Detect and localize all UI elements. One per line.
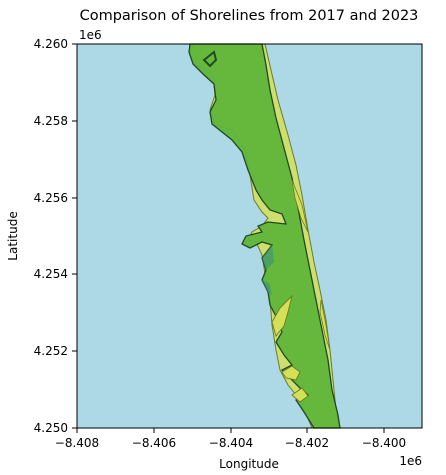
x-offset-label: 1e6 [399, 454, 422, 468]
y-tick-label: 4.250 [34, 421, 68, 435]
y-tick-label: 4.252 [34, 344, 68, 358]
land-2023-polygon [188, 43, 341, 429]
map-plot-area [188, 43, 341, 429]
shore-detail [202, 50, 218, 68]
overlap-edge [262, 280, 272, 296]
y-tick-label: 4.258 [34, 114, 68, 128]
land-2017-patch [291, 387, 309, 403]
x-tick-label: −8.402 [285, 436, 329, 450]
x-tick-label: −8.406 [132, 436, 176, 450]
land-2017-strip [291, 179, 309, 233]
land-2017-patch [271, 294, 293, 337]
land-2017-strip [319, 299, 331, 351]
overlap-edge [262, 245, 274, 270]
x-axis: −8.408 −8.406 −8.404 −8.402 −8.400 1e6 L… [55, 428, 422, 471]
x-tick-label: −8.400 [362, 436, 406, 450]
y-axis: 4.260 4.258 4.256 4.254 4.252 4.250 1e6 … [6, 28, 102, 435]
land-2017-patch [281, 365, 301, 381]
y-offset-label: 1e6 [79, 28, 102, 42]
plot-frame [76, 43, 423, 429]
y-tick-label: 4.256 [34, 191, 68, 205]
x-tick-label: −8.408 [55, 436, 99, 450]
x-axis-label: Longitude [219, 457, 279, 471]
map-title: Comparison of Shorelines from 2017 and 2… [80, 8, 419, 24]
y-tick-label: 4.260 [34, 37, 68, 51]
x-tick-label: −8.404 [209, 436, 253, 450]
y-axis-label: Latitude [6, 211, 20, 260]
y-tick-label: 4.254 [34, 267, 68, 281]
